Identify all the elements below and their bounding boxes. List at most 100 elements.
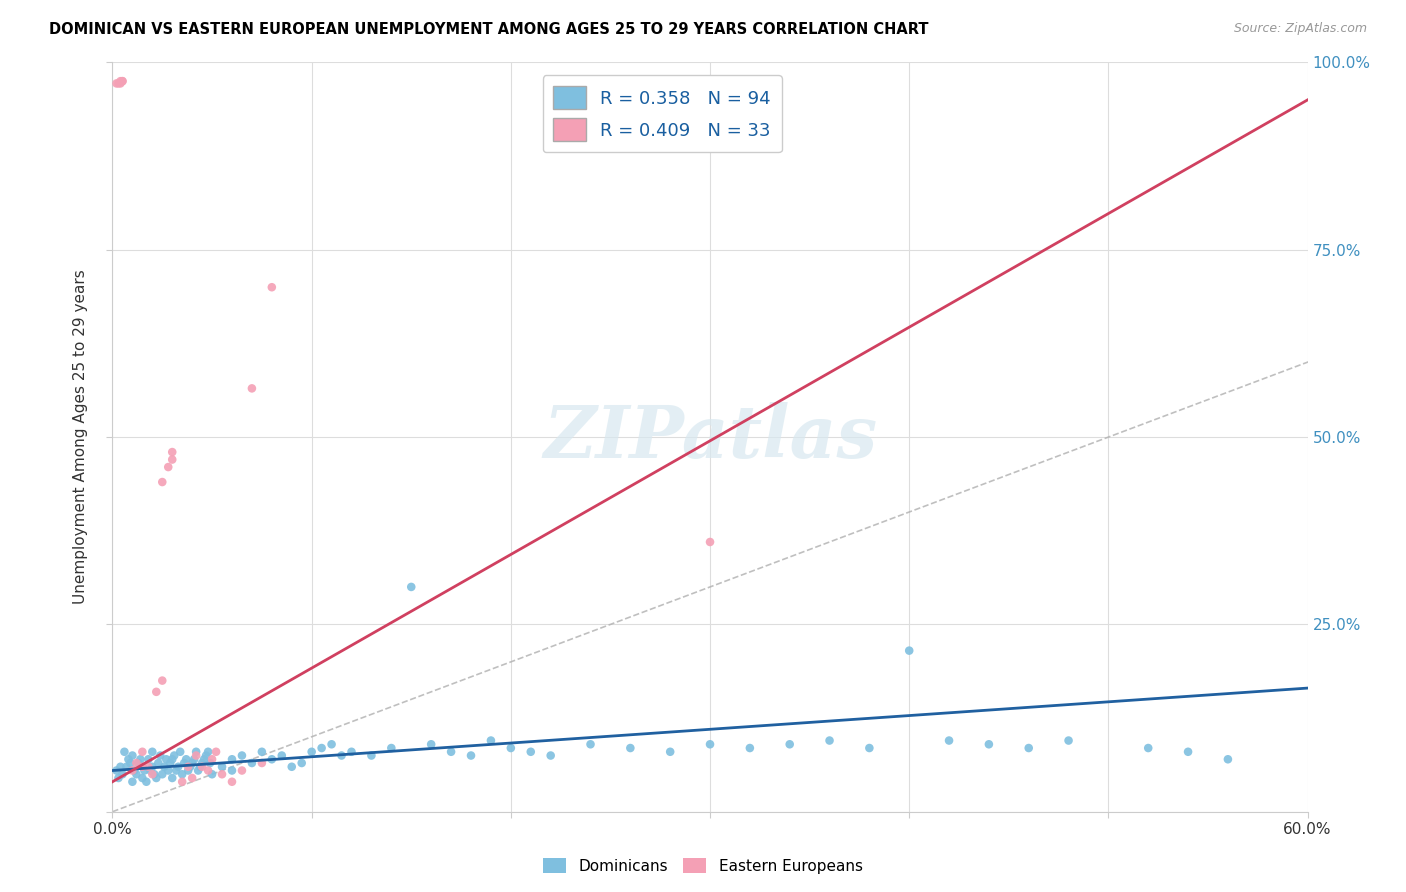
Point (738, 741, 761, 756)
Point (1216, 752, 1239, 766)
Point (131, 760, 153, 774)
Point (149, 748, 172, 763)
Point (155, 752, 177, 766)
Point (141, 767, 163, 781)
Point (1137, 741, 1160, 756)
Point (187, 764, 209, 778)
Point (138, 760, 160, 774)
Point (181, 756, 204, 770)
Point (699, 535, 721, 549)
Point (145, 685, 167, 699)
Point (124, 764, 146, 778)
Point (153, 760, 176, 774)
Point (321, 737, 343, 751)
Point (250, 745, 273, 759)
Point (221, 752, 243, 766)
Point (401, 580, 423, 594)
Point (143, 767, 166, 781)
Point (131, 745, 153, 759)
Point (201, 752, 224, 766)
Point (619, 741, 641, 756)
Point (186, 745, 208, 759)
Point (172, 767, 194, 781)
Point (197, 764, 219, 778)
Point (191, 756, 214, 770)
Point (221, 764, 243, 778)
Point (177, 764, 200, 778)
Point (420, 737, 443, 751)
Point (440, 745, 463, 759)
Point (111, 767, 134, 781)
Point (135, 774, 157, 789)
Point (260, 752, 283, 766)
Point (579, 737, 602, 751)
Point (169, 745, 191, 759)
Point (858, 741, 880, 756)
Point (159, 756, 181, 770)
Point (167, 760, 190, 774)
Point (201, 767, 224, 781)
Point (291, 756, 314, 770)
Point (191, 760, 214, 774)
Point (125, 756, 148, 770)
Point (520, 745, 543, 759)
Point (183, 752, 205, 766)
Point (110, 760, 132, 774)
Point (205, 745, 228, 759)
Point (110, 74, 132, 88)
Point (221, 774, 243, 789)
Point (150, 673, 173, 688)
Point (1018, 741, 1040, 756)
Point (179, 760, 201, 774)
Point (540, 748, 562, 763)
Point (499, 741, 522, 756)
Text: DOMINICAN VS EASTERN EUROPEAN UNEMPLOYMENT AMONG AGES 25 TO 29 YEARS CORRELATION: DOMINICAN VS EASTERN EUROPEAN UNEMPLOYME… (49, 22, 929, 37)
Point (231, 764, 253, 778)
Point (162, 752, 183, 766)
Point (195, 748, 218, 763)
Point (105, 77, 128, 91)
Point (121, 748, 143, 763)
Point (281, 760, 304, 774)
Point (818, 733, 841, 747)
Point (111, 74, 134, 88)
Point (260, 280, 283, 294)
Text: ZIPatlas: ZIPatlas (543, 401, 877, 473)
Point (193, 752, 215, 766)
Point (174, 752, 197, 766)
Point (898, 643, 921, 657)
Point (120, 756, 142, 770)
Point (779, 737, 801, 751)
Y-axis label: Unemployment Among Ages 25 to 29 years: Unemployment Among Ages 25 to 29 years (73, 269, 89, 605)
Point (145, 771, 167, 785)
Point (211, 767, 233, 781)
Point (659, 745, 682, 759)
Point (181, 771, 204, 785)
Point (186, 748, 208, 763)
Point (150, 767, 173, 781)
Point (360, 748, 382, 763)
Point (198, 756, 221, 770)
Point (250, 756, 273, 770)
Point (460, 748, 482, 763)
Point (141, 745, 163, 759)
Legend: R = 0.358   N = 94, R = 0.409   N = 33: R = 0.358 N = 94, R = 0.409 N = 33 (543, 75, 782, 153)
Point (172, 774, 194, 789)
Point (479, 733, 502, 747)
Text: Source: ZipAtlas.com: Source: ZipAtlas.com (1233, 22, 1367, 36)
Point (129, 752, 152, 766)
Point (157, 460, 180, 475)
Point (301, 745, 323, 759)
Point (125, 767, 148, 781)
Point (1177, 745, 1199, 759)
Point (105, 764, 128, 778)
Point (211, 760, 233, 774)
Point (173, 756, 195, 770)
Point (131, 760, 153, 774)
Point (117, 752, 139, 766)
Point (131, 771, 153, 785)
Legend: Dominicans, Eastern Europeans: Dominicans, Eastern Europeans (537, 852, 869, 880)
Point (110, 77, 132, 91)
Point (157, 764, 180, 778)
Point (162, 445, 183, 459)
